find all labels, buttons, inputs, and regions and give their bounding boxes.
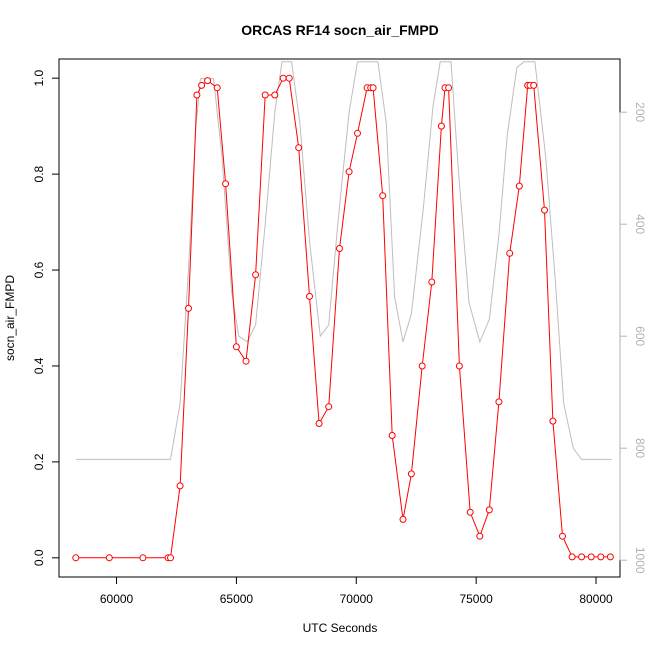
chart-title: ORCAS RF14 socn_air_FMPD bbox=[241, 22, 439, 38]
data-point bbox=[379, 192, 387, 200]
y2-tick-label: 200 bbox=[633, 102, 647, 122]
data-point bbox=[242, 357, 250, 365]
x-tick-label: 65000 bbox=[220, 592, 254, 606]
data-point bbox=[185, 304, 192, 312]
data-point bbox=[388, 432, 396, 439]
y-tick-label: 0.0 bbox=[32, 549, 46, 566]
y-axis: 0.0 0.2 0.4 0.6 0.8 1.0 bbox=[32, 70, 60, 566]
data-point bbox=[325, 403, 333, 411]
data-point bbox=[285, 74, 293, 82]
data-point bbox=[606, 553, 614, 561]
data-point bbox=[222, 180, 230, 188]
y2-tick-label: 800 bbox=[633, 438, 647, 458]
x-tick-label: 80000 bbox=[579, 592, 613, 606]
x-axis: 60000 65000 70000 75000 80000 bbox=[100, 576, 613, 606]
data-point bbox=[198, 81, 206, 89]
x-tick-label: 75000 bbox=[459, 592, 493, 606]
data-point bbox=[476, 532, 484, 540]
data-point bbox=[399, 515, 407, 523]
plot-area bbox=[72, 61, 614, 562]
data-point bbox=[167, 554, 174, 562]
data-point bbox=[495, 398, 503, 406]
data-point bbox=[587, 553, 595, 561]
data-point bbox=[271, 91, 279, 99]
y-tick-label: 0.4 bbox=[32, 357, 46, 374]
data-point bbox=[428, 278, 436, 286]
y-axis-right: 200 400 600 800 1000 bbox=[619, 102, 647, 574]
x-tick-label: 70000 bbox=[340, 592, 374, 606]
x-axis-label: UTC Seconds bbox=[303, 621, 378, 635]
data-point bbox=[354, 129, 361, 137]
data-point bbox=[445, 84, 453, 92]
y2-tick-label: 400 bbox=[633, 214, 647, 234]
data-point bbox=[568, 553, 576, 561]
data-point bbox=[466, 508, 474, 516]
data-point bbox=[213, 84, 221, 92]
data-point bbox=[105, 554, 113, 562]
y2-tick-label: 1000 bbox=[633, 547, 647, 574]
data-point bbox=[369, 84, 377, 92]
x-tick-label: 60000 bbox=[100, 592, 134, 606]
data-point bbox=[530, 81, 538, 89]
data-point bbox=[336, 245, 343, 252]
data-point bbox=[485, 506, 493, 514]
y-tick-label: 0.6 bbox=[32, 261, 46, 278]
data-point bbox=[306, 292, 313, 300]
data-point bbox=[345, 168, 353, 176]
data-point bbox=[506, 249, 514, 257]
data-point bbox=[578, 553, 586, 561]
secondary-series-line bbox=[75, 61, 612, 460]
data-point bbox=[407, 470, 415, 478]
data-point bbox=[541, 206, 548, 214]
data-point bbox=[139, 554, 147, 562]
data-point bbox=[559, 532, 566, 540]
data-point bbox=[252, 271, 260, 279]
data-point bbox=[193, 91, 201, 99]
y-tick-label: 0.8 bbox=[32, 165, 46, 182]
y-tick-label: 1.0 bbox=[32, 70, 46, 87]
data-point bbox=[295, 144, 303, 152]
data-point bbox=[261, 91, 269, 99]
y2-tick-label: 600 bbox=[633, 326, 647, 346]
main-series-line bbox=[75, 77, 611, 559]
data-point bbox=[204, 77, 212, 85]
data-point bbox=[597, 553, 605, 561]
data-point bbox=[437, 122, 445, 130]
y-tick-label: 0.2 bbox=[32, 453, 46, 470]
data-point bbox=[176, 482, 184, 490]
data-point bbox=[418, 362, 426, 370]
plot-frame bbox=[58, 58, 621, 578]
data-point bbox=[549, 417, 557, 425]
data-point bbox=[315, 420, 323, 427]
data-point bbox=[455, 362, 463, 370]
data-point bbox=[232, 343, 240, 351]
data-point bbox=[279, 74, 287, 82]
data-point bbox=[515, 182, 523, 190]
data-point bbox=[72, 554, 80, 562]
y-axis-label: socn_air_FMPD bbox=[3, 275, 17, 361]
